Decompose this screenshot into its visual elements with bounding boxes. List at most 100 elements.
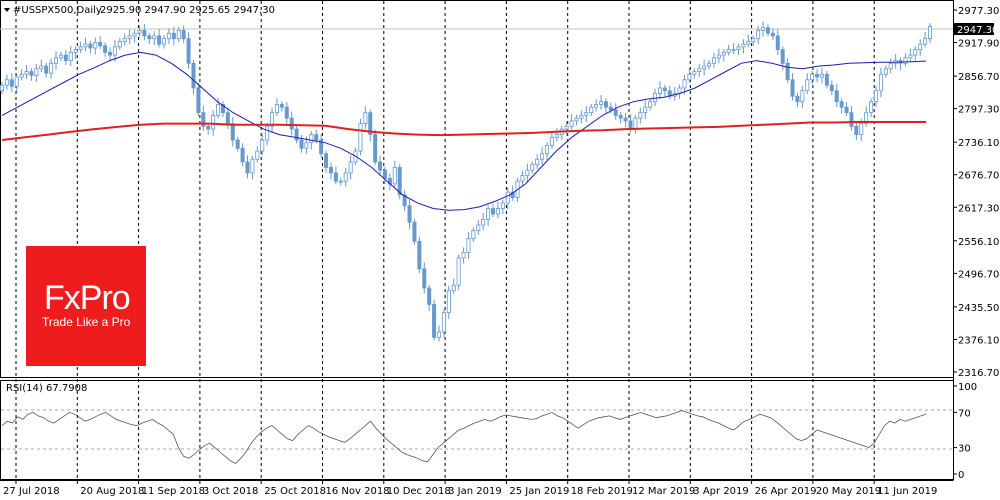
candle-body [117,40,122,48]
price-tick-label: 2496.70 [958,269,999,280]
candle-body [824,73,829,86]
candle-body [63,54,68,61]
rsi-line [1,410,927,464]
price-axis-labels: 2977.30 2917.90 2856.70 2797.30 2736.10 2676.… [953,6,999,379]
moving-averages [1,51,927,211]
candle-body [829,84,834,92]
candle-body [225,112,230,124]
candle-body [343,172,348,182]
candle-body [93,42,98,49]
candle-body [918,43,923,51]
rsi-levels [1,409,953,450]
candle-body [495,208,500,215]
candle-body [765,27,770,34]
candle-body [137,30,142,34]
candle-body [235,139,240,149]
candle-body [68,51,73,61]
candle-body [171,32,176,40]
vertical-grid [15,1,875,480]
candle-body [628,120,633,130]
candle-body [687,73,692,81]
candle-body [864,112,869,124]
last-price-tag-box [954,23,994,35]
candle-body [903,57,908,64]
candle-body [304,142,309,149]
candle-body [378,161,383,171]
candle-body [34,68,39,76]
candle-body [176,30,181,40]
candle-body [274,104,279,114]
chevron-down-icon[interactable] [4,8,10,12]
candle-body [24,71,29,75]
rsi-panel-frame [0,380,954,480]
candle-body [770,32,775,37]
candle-body [88,43,93,49]
price-tick-label: 2856.70 [958,72,999,83]
candle-body [775,35,780,51]
candle-body [653,93,658,103]
candle-body [132,32,137,37]
ohlc-values: 2925.90 2947.90 2925.65 2947.30 [100,5,275,16]
candle-body [191,62,196,89]
candle-body [402,194,407,207]
candle-body [574,117,579,122]
time-tick-label: 3 Jan 2019 [448,486,502,497]
candle-body [805,79,810,92]
price-tick-label: 2917.90 [958,39,999,50]
candle-body [736,46,741,51]
candle-body [461,251,466,259]
candle-body [54,57,59,64]
candle-body [58,54,63,59]
candle-body [270,112,275,127]
candle-body [623,117,628,122]
candle-body [815,73,820,78]
candle-body [299,139,304,149]
candle-body [451,284,456,292]
candle-body [230,123,235,141]
candle-body [382,169,387,179]
candle-body [913,49,918,56]
candle-body [505,191,510,204]
price-tick-label: 2797.30 [958,105,999,116]
candle-body [338,180,343,183]
candle-body [908,54,913,59]
candle-body [294,128,299,141]
candle-body [392,167,397,185]
candle-body [363,112,368,124]
candle-body [314,134,319,141]
candle-body [500,202,505,209]
candle-body [510,191,515,198]
candle-body [436,331,441,338]
candle-body [785,62,790,81]
candle-body [142,30,147,37]
candle-body [98,42,103,47]
last-price-tag-value: 2947.30 [957,25,998,36]
candle-body [4,79,9,86]
price-tick-label: 2435.50 [958,303,999,314]
time-tick-label: 18 Feb 2019 [571,486,633,497]
candle-body [554,134,559,138]
candle-body [721,51,726,56]
candle-body [662,87,667,92]
candle-body [849,112,854,127]
candle-body [540,153,545,160]
candle-body [692,71,697,75]
candle-body [549,136,554,146]
candle-body [844,106,849,114]
candle-body [520,175,525,182]
symbol-label: #USSPX500,Daily [13,5,102,16]
candle-body [108,51,113,56]
candle-body [412,221,417,242]
candle-body [535,158,540,166]
time-tick-label: 25 Oct 2018 [264,486,326,497]
candle-body [923,38,928,45]
fxpro-logo-name: FxPro [44,279,130,317]
candle-body [525,169,530,177]
candle-body [859,123,864,135]
candle-body [397,167,402,196]
rsi-tick-label: 70 [958,408,971,419]
price-tick-label: 2316.70 [958,368,999,379]
candle-body [589,106,594,114]
candle-body [466,238,471,253]
candle-body [888,62,893,70]
